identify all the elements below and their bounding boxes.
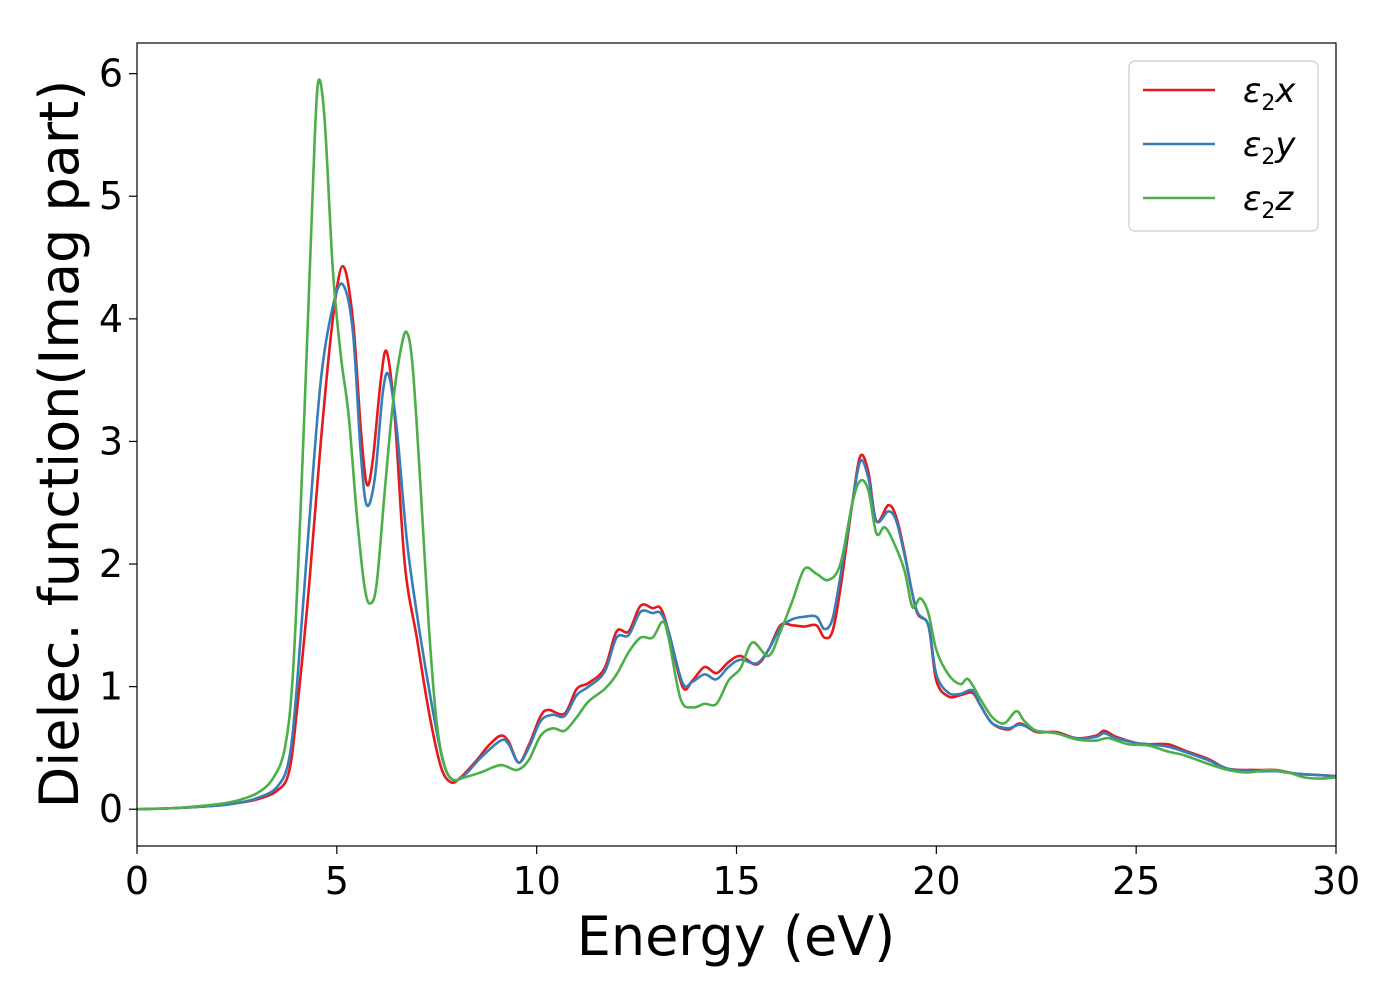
y-tick-label: 1 [99, 665, 123, 709]
legend-label-eps2z: ε2z [1243, 179, 1294, 224]
y-axis: 0 1 2 3 4 5 6 [99, 52, 137, 831]
series-line-eps2z [136, 78, 1337, 811]
series-layer [136, 78, 1337, 811]
y-tick-label: 6 [99, 52, 123, 96]
x-tick-label: 10 [512, 859, 560, 903]
x-tick-label: 30 [1312, 859, 1360, 903]
x-axis: 0 5 10 15 20 25 30 [125, 846, 1360, 903]
x-tick-label: 20 [912, 859, 960, 903]
y-tick-label: 3 [99, 419, 123, 463]
x-axis-label: Energy (eV) [577, 905, 896, 968]
x-tick-label: 25 [1112, 859, 1160, 903]
legend-label-eps2y: ε2y [1243, 125, 1296, 170]
x-tick-label: 5 [325, 859, 349, 903]
legend: ε2x ε2y ε2z [1128, 60, 1319, 232]
x-tick-label: 15 [712, 859, 760, 903]
y-axis-label: Dielec. function(Imag part) [28, 80, 91, 809]
y-tick-label: 4 [99, 297, 123, 341]
y-tick-label: 2 [99, 542, 123, 586]
legend-label-eps2x: ε2x [1243, 71, 1296, 116]
x-tick-label: 0 [125, 859, 149, 903]
y-tick-label: 0 [99, 787, 123, 831]
legend-box [1128, 60, 1319, 232]
y-tick-label: 5 [99, 174, 123, 218]
